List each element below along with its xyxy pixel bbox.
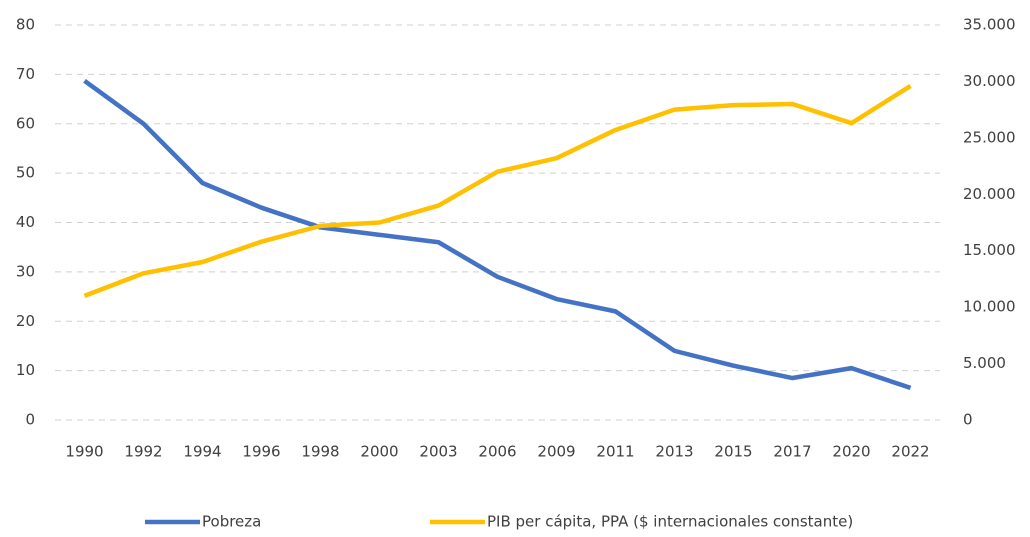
y-tick-label: 20 — [16, 312, 35, 330]
series-line — [83, 78, 912, 391]
y-tick-label: 30 — [16, 262, 35, 280]
y-tick-label: 10 — [16, 361, 35, 379]
x-tick-label: 2006 — [478, 443, 516, 461]
x-tick-label: 1990 — [65, 443, 103, 461]
series-line — [83, 84, 912, 298]
y-tick-label: 50 — [16, 164, 35, 182]
x-tick-label: 2011 — [596, 443, 634, 461]
x-tick-label: 1998 — [301, 443, 339, 461]
x-tick-label: 2022 — [891, 443, 929, 461]
x-tick-label: 2015 — [714, 443, 752, 461]
y-tick-label: 80 — [16, 16, 35, 34]
y2-tick-label: 20.000 — [963, 185, 1016, 203]
y-tick-label: 70 — [16, 65, 35, 83]
y-tick-label: 40 — [16, 213, 35, 231]
x-tick-label: 1996 — [242, 443, 280, 461]
y2-tick-label: 30.000 — [963, 72, 1016, 90]
x-tick-label: 1992 — [124, 443, 162, 461]
y2-tick-label: 35.000 — [963, 16, 1016, 34]
y-tick-label: 0 — [25, 411, 35, 429]
x-tick-label: 2013 — [655, 443, 693, 461]
y2-tick-label: 15.000 — [963, 241, 1016, 259]
x-tick-label: 1994 — [183, 443, 221, 461]
x-tick-label: 2000 — [360, 443, 398, 461]
x-tick-label: 2020 — [832, 443, 870, 461]
y2-tick-label: 0 — [963, 411, 973, 429]
y2-tick-label: 10.000 — [963, 298, 1016, 316]
y2-tick-label: 25.000 — [963, 128, 1016, 146]
y2-tick-label: 5.000 — [963, 354, 1006, 372]
legend-label: PIB per cápita, PPA ($ internacionales c… — [487, 513, 853, 531]
legend-label: Pobreza — [202, 513, 261, 531]
x-tick-label: 2017 — [773, 443, 811, 461]
x-tick-label: 2009 — [537, 443, 575, 461]
y-tick-label: 60 — [16, 114, 35, 132]
x-tick-label: 2003 — [419, 443, 457, 461]
